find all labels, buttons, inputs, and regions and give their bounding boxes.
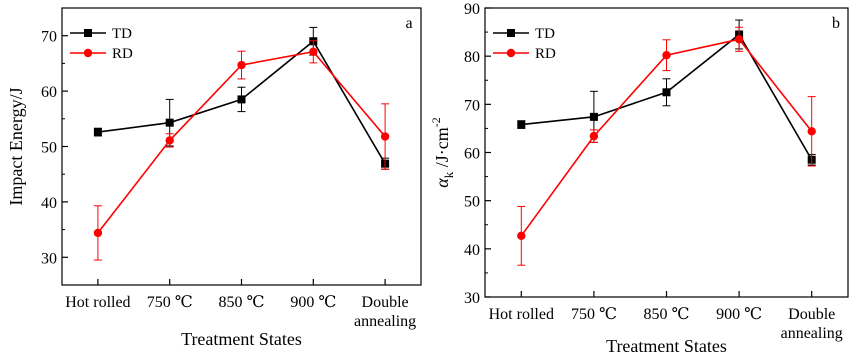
y-tick-label: 80 <box>464 49 480 66</box>
x-tick-label: Hot rolled <box>489 306 554 323</box>
x-tick-label: 900 ℃ <box>290 294 336 311</box>
x-tick-label-line: 900 ℃ <box>716 306 762 323</box>
x-tick-label-line: 850 ℃ <box>644 306 690 323</box>
y-tick-label: 40 <box>41 195 57 212</box>
y-tick-label: 60 <box>464 146 480 163</box>
legend-marker <box>506 48 516 58</box>
series-RD <box>93 40 390 261</box>
x-axis-title: Treatment States <box>181 329 302 349</box>
legend-marker <box>507 29 515 37</box>
data-point <box>807 127 816 136</box>
x-tick-label: 850 ℃ <box>644 306 690 323</box>
y-tick-label: 40 <box>464 242 480 259</box>
x-tick-label-line: 750 ℃ <box>571 306 617 323</box>
legend-marker <box>83 48 93 58</box>
data-point <box>662 51 671 60</box>
x-tick-label-line: annealing <box>354 313 416 330</box>
data-point <box>93 128 102 137</box>
legend-item-TD: TD <box>493 26 555 42</box>
data-point <box>380 132 390 141</box>
x-tick-label: 750 ℃ <box>571 306 617 323</box>
data-point <box>517 120 526 129</box>
data-point <box>165 136 174 145</box>
series-RD <box>517 26 816 266</box>
legend-item-RD: RD <box>493 46 556 62</box>
legend-marker <box>84 29 92 37</box>
data-point <box>165 118 174 127</box>
data-point <box>662 88 671 97</box>
chart-panel-b: 30 40 50 60 70 80 90 Hot rolled 750 ℃ 850 ℃ 900 ℃ D… <box>429 1 849 356</box>
x-tick-label: 850 ℃ <box>219 294 265 311</box>
y-axis-title-alpha: α <box>432 178 452 188</box>
x-tick-label: Double annealing <box>781 306 843 342</box>
y-tick-label: 70 <box>41 29 57 46</box>
data-point <box>309 47 318 56</box>
chart-panel-a: 30 40 50 60 70 Hot rolled 750 ℃ 850 ℃ 900 ℃ Doubl… <box>6 7 422 349</box>
data-point <box>589 112 598 121</box>
legend-label: TD <box>112 26 132 42</box>
x-tick-label: 750 ℃ <box>147 294 193 311</box>
x-tick-label-line: Hot rolled <box>489 306 554 323</box>
y-tick-label: 30 <box>41 250 57 267</box>
y-axis-title-sup: -2 <box>429 117 443 127</box>
panel-label: a <box>405 15 412 32</box>
data-point <box>93 228 103 238</box>
x-tick-label: Hot rolled <box>65 294 130 311</box>
series-TD <box>93 26 390 170</box>
legend-label: RD <box>535 46 556 62</box>
data-point <box>237 95 246 104</box>
x-tick-label-line: 750 ℃ <box>147 294 193 311</box>
y-axis-title: αk /J·cm-2 <box>429 117 456 187</box>
y-tick-label: 50 <box>464 194 480 211</box>
legend-label: RD <box>112 46 133 62</box>
panel-label: b <box>832 15 840 32</box>
y-tick-label: 60 <box>41 84 57 101</box>
x-tick-label-line: annealing <box>781 325 843 342</box>
data-point <box>589 131 599 141</box>
data-point <box>734 35 744 44</box>
data-point <box>517 231 526 241</box>
x-tick-label-line: Double <box>788 306 835 323</box>
legend-label: TD <box>535 26 555 42</box>
y-tick-label: 30 <box>464 290 480 307</box>
y-tick-label: 70 <box>464 97 480 114</box>
x-tick-label: 900 ℃ <box>716 306 762 323</box>
x-tick-label-line: 850 ℃ <box>219 294 265 311</box>
x-tick-label: Double annealing <box>354 294 416 330</box>
legend-item-TD: TD <box>70 26 132 42</box>
y-tick-label: 90 <box>464 1 480 18</box>
y-tick-label: 50 <box>41 140 57 157</box>
y-axis-title-sub: k <box>441 171 456 178</box>
y-axis-title: Impact Energy/J <box>6 87 26 205</box>
y-axis-title-unit: /J·cm <box>432 127 452 172</box>
legend-item-RD: RD <box>70 46 133 62</box>
x-tick-label-line: Double <box>362 294 409 311</box>
x-tick-label-line: 900 ℃ <box>290 294 336 311</box>
x-axis-title: Treatment States <box>606 336 727 356</box>
x-tick-label-line: Hot rolled <box>65 294 130 311</box>
data-point <box>237 60 246 70</box>
